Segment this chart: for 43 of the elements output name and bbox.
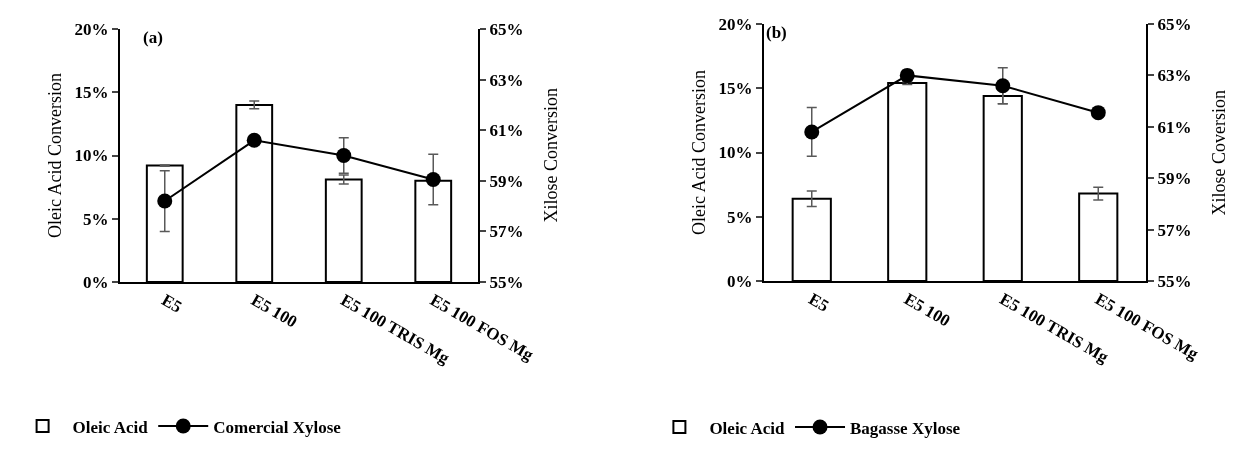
y2-tick-label: 63% [489, 70, 524, 90]
y2-tick-label: 59% [1157, 169, 1192, 189]
y-tick-label: 20% [74, 19, 109, 39]
x-tick-label: E5 100 [248, 290, 301, 332]
y2-tick-label: 57% [1157, 220, 1192, 240]
point [995, 78, 1011, 94]
y-tick-label: 15% [74, 83, 109, 103]
y2-tick-label: 61% [489, 121, 524, 141]
x-tick-label: E5 [158, 290, 186, 317]
y-tick-label: 0% [727, 271, 753, 291]
y2-tick-label: 65% [1157, 14, 1192, 34]
y2-tick-label: 55% [1157, 271, 1192, 291]
x-tick-label: E5 100 [901, 289, 954, 331]
annotation: (a) [143, 28, 163, 47]
point [336, 148, 352, 163]
y-tick-label: 10% [718, 143, 753, 163]
x-tick-label: E5 [805, 289, 833, 316]
y-tick-label: 15% [718, 79, 753, 99]
legend-label: Bagasse Xylose [850, 418, 961, 438]
y2-tick-label: 55% [489, 272, 524, 292]
y-tick-label: 5% [727, 207, 753, 227]
y2-axis-title: Xilose Coversion [1208, 90, 1229, 216]
point [157, 193, 173, 209]
y2-tick-label: 65% [489, 19, 524, 39]
annotation: (b) [766, 23, 787, 42]
y-axis-title: Oleic Acid Conversion [689, 70, 710, 235]
point [804, 124, 820, 140]
y-tick-label: 5% [83, 209, 109, 229]
point [246, 132, 262, 148]
y-tick-label: 20% [718, 14, 753, 34]
y-tick-label: 10% [74, 146, 109, 166]
y2-axis-title: Xilose Conversion [540, 88, 561, 223]
legend-label: Oleic Acid [72, 417, 149, 437]
point [1090, 105, 1106, 121]
y2-tick-label: 63% [1157, 66, 1192, 86]
y-tick-label: 0% [83, 272, 109, 292]
legend-label: Oleic Acid [709, 418, 786, 438]
legend-label: Comercial Xylose [213, 417, 342, 437]
point [425, 172, 441, 188]
y-axis-title: Oleic Acid Conversion [45, 73, 66, 238]
y2-tick-label: 57% [489, 222, 524, 242]
y2-tick-label: 61% [1157, 117, 1192, 137]
y2-tick-label: 59% [489, 171, 524, 191]
